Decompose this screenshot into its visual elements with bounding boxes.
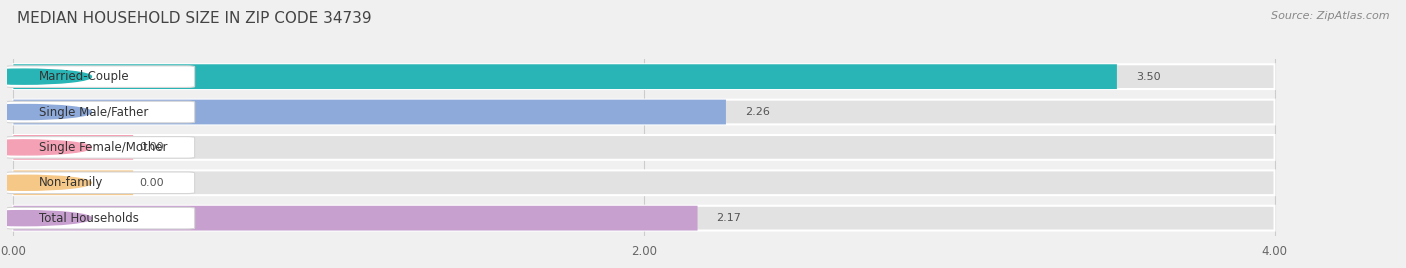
FancyBboxPatch shape [13,135,1275,160]
Text: 0.00: 0.00 [139,178,165,188]
Text: 3.50: 3.50 [1136,72,1160,82]
Text: MEDIAN HOUSEHOLD SIZE IN ZIP CODE 34739: MEDIAN HOUSEHOLD SIZE IN ZIP CODE 34739 [17,11,371,26]
FancyBboxPatch shape [13,100,1275,124]
Text: Source: ZipAtlas.com: Source: ZipAtlas.com [1271,11,1389,21]
FancyBboxPatch shape [13,170,1275,195]
FancyBboxPatch shape [13,206,1275,230]
Text: Non-family: Non-family [38,176,103,189]
FancyBboxPatch shape [13,100,725,124]
Circle shape [0,105,91,120]
Circle shape [0,140,91,155]
Circle shape [0,69,91,84]
Text: Single Female/Mother: Single Female/Mother [38,141,167,154]
FancyBboxPatch shape [13,64,1116,89]
Text: Single Male/Father: Single Male/Father [38,106,148,118]
FancyBboxPatch shape [13,206,697,230]
FancyBboxPatch shape [6,137,194,158]
FancyBboxPatch shape [6,172,194,193]
FancyBboxPatch shape [6,207,194,229]
Text: 2.26: 2.26 [745,107,769,117]
Circle shape [0,211,91,226]
FancyBboxPatch shape [6,101,194,123]
FancyBboxPatch shape [13,135,134,160]
Circle shape [0,175,91,190]
Text: 0.00: 0.00 [139,142,165,152]
FancyBboxPatch shape [13,170,134,195]
Text: Married-Couple: Married-Couple [38,70,129,83]
Text: 2.17: 2.17 [717,213,741,223]
FancyBboxPatch shape [6,66,194,87]
Text: Total Households: Total Households [38,212,138,225]
FancyBboxPatch shape [13,64,1275,89]
